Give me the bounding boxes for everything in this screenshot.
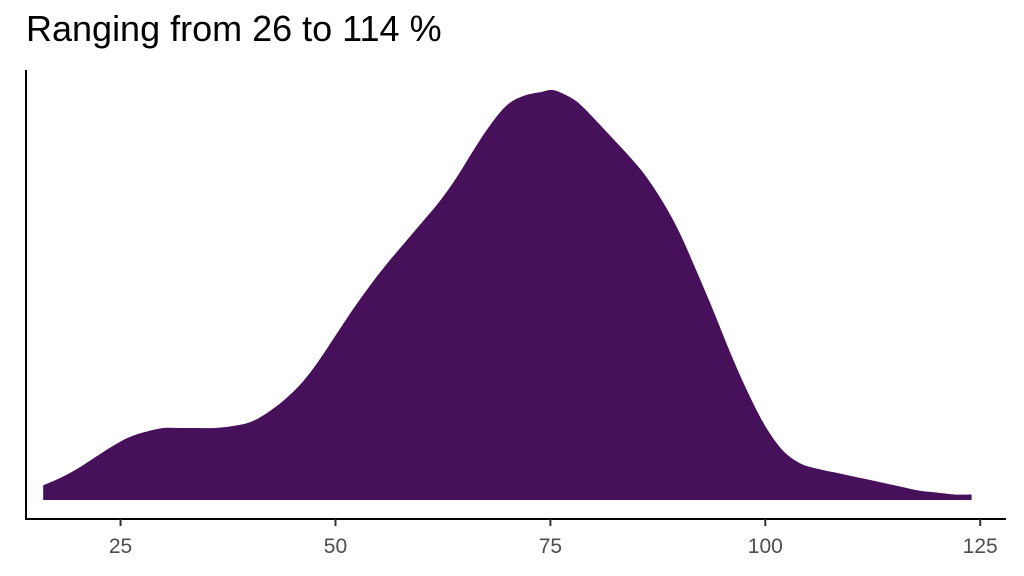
x-tick-label: 75 xyxy=(539,535,562,558)
x-tick-label: 125 xyxy=(963,535,998,558)
x-ticks: 25 50 75 100 125 xyxy=(109,519,998,558)
x-tick-label: 100 xyxy=(748,535,783,558)
density-area xyxy=(43,90,972,500)
x-tick-label: 25 xyxy=(109,535,132,558)
chart-title: Ranging from 26 to 114 % xyxy=(26,8,442,49)
x-tick-label: 50 xyxy=(324,535,347,558)
